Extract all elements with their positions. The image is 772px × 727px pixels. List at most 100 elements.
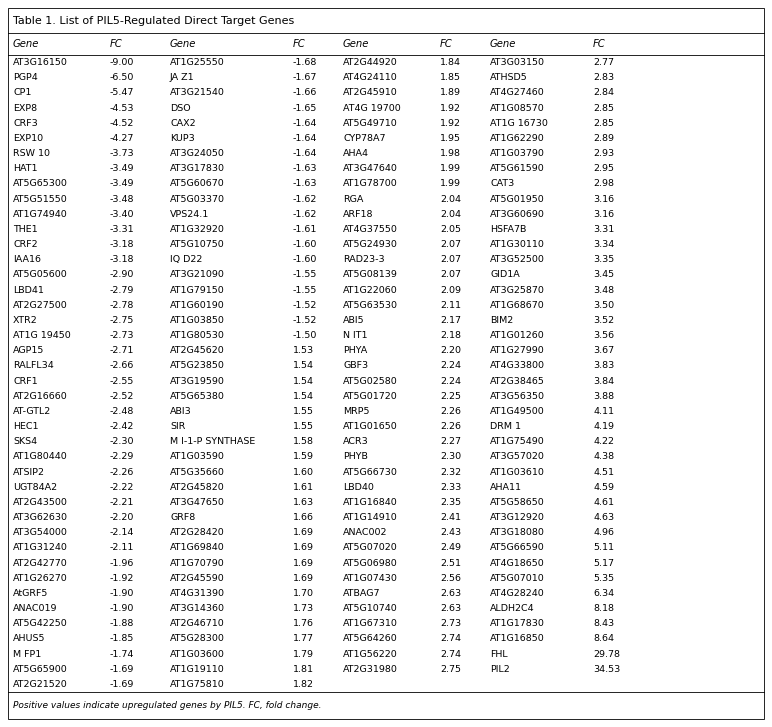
Text: 4.61: 4.61: [593, 498, 614, 507]
Text: CRF2: CRF2: [13, 240, 38, 249]
Text: -1.66: -1.66: [293, 89, 317, 97]
Text: 2.74: 2.74: [440, 635, 461, 643]
Text: BIM2: BIM2: [490, 316, 513, 325]
Text: AT1G79150: AT1G79150: [170, 286, 225, 294]
Text: 1.95: 1.95: [440, 134, 461, 143]
Text: ACR3: ACR3: [343, 437, 369, 446]
Text: 2.84: 2.84: [593, 89, 614, 97]
Text: 2.11: 2.11: [440, 301, 461, 310]
Text: AT3G03150: AT3G03150: [490, 58, 545, 67]
Text: 5.11: 5.11: [593, 543, 614, 553]
Text: 1.69: 1.69: [293, 574, 314, 583]
Text: 34.53: 34.53: [593, 664, 620, 674]
Text: AT1G31240: AT1G31240: [13, 543, 68, 553]
Text: AT1G56220: AT1G56220: [343, 650, 398, 659]
Text: AT1G03610: AT1G03610: [490, 467, 545, 477]
Text: 4.63: 4.63: [593, 513, 614, 522]
Text: FHL: FHL: [490, 650, 508, 659]
Text: 2.07: 2.07: [440, 270, 461, 279]
Text: 3.83: 3.83: [593, 361, 615, 371]
Text: AHUS5: AHUS5: [13, 635, 46, 643]
Text: -2.22: -2.22: [110, 483, 134, 491]
Text: 3.52: 3.52: [593, 316, 614, 325]
Text: -2.48: -2.48: [110, 407, 134, 416]
Text: GRF8: GRF8: [170, 513, 195, 522]
Text: -1.64: -1.64: [293, 134, 317, 143]
Text: 2.63: 2.63: [440, 604, 461, 613]
Text: 3.34: 3.34: [593, 240, 615, 249]
Text: 1.79: 1.79: [293, 650, 314, 659]
Text: AT3G62630: AT3G62630: [13, 513, 68, 522]
Text: -2.71: -2.71: [110, 346, 134, 356]
Text: -2.42: -2.42: [110, 422, 134, 431]
Text: -5.47: -5.47: [110, 89, 134, 97]
Text: 1.70: 1.70: [293, 589, 314, 598]
Text: AT2G45590: AT2G45590: [170, 574, 225, 583]
Text: AT3G12920: AT3G12920: [490, 513, 545, 522]
Text: AT1G25550: AT1G25550: [170, 58, 225, 67]
Text: AT5G07010: AT5G07010: [490, 574, 545, 583]
Text: -1.50: -1.50: [293, 331, 317, 340]
Text: -1.52: -1.52: [293, 301, 317, 310]
Text: AT5G28300: AT5G28300: [170, 635, 225, 643]
Text: AT4G28240: AT4G28240: [490, 589, 545, 598]
Text: AT1G22060: AT1G22060: [343, 286, 398, 294]
Text: 4.19: 4.19: [593, 422, 614, 431]
Text: KUP3: KUP3: [170, 134, 195, 143]
Text: AT4G31390: AT4G31390: [170, 589, 225, 598]
Text: AT5G07020: AT5G07020: [343, 543, 398, 553]
Text: AT5G51550: AT5G51550: [13, 195, 68, 204]
Text: -6.50: -6.50: [110, 73, 134, 82]
Text: 2.74: 2.74: [440, 650, 461, 659]
Text: 2.85: 2.85: [593, 103, 614, 113]
Text: 1.54: 1.54: [293, 392, 314, 401]
Text: M FP1: M FP1: [13, 650, 41, 659]
Text: Table 1. List of PIL5-Regulated Direct Target Genes: Table 1. List of PIL5-Regulated Direct T…: [13, 15, 294, 25]
Text: ARF18: ARF18: [343, 210, 374, 219]
Text: AT1G70790: AT1G70790: [170, 558, 225, 568]
Text: 5.17: 5.17: [593, 558, 614, 568]
Text: AT1G14910: AT1G14910: [343, 513, 398, 522]
Text: -1.88: -1.88: [110, 619, 134, 628]
Text: AT5G65900: AT5G65900: [13, 664, 68, 674]
Text: AT1G30110: AT1G30110: [490, 240, 545, 249]
Text: -1.60: -1.60: [293, 255, 317, 264]
Text: AT3G56350: AT3G56350: [490, 392, 545, 401]
Text: ATBAG7: ATBAG7: [343, 589, 381, 598]
Text: AT5G10750: AT5G10750: [170, 240, 225, 249]
Text: JA Z1: JA Z1: [170, 73, 195, 82]
Text: LBD40: LBD40: [343, 483, 374, 491]
Text: AT5G10740: AT5G10740: [343, 604, 398, 613]
Text: AT4G 19700: AT4G 19700: [343, 103, 401, 113]
Text: 1.82: 1.82: [293, 680, 314, 689]
Text: -1.62: -1.62: [293, 210, 317, 219]
Text: 2.30: 2.30: [440, 452, 461, 462]
Text: 3.35: 3.35: [593, 255, 615, 264]
Text: 3.48: 3.48: [593, 286, 614, 294]
Text: 4.59: 4.59: [593, 483, 614, 491]
Text: Positive values indicate upregulated genes by PIL5. FC, fold change.: Positive values indicate upregulated gen…: [13, 701, 321, 710]
Text: 2.24: 2.24: [440, 361, 461, 371]
Text: EXP10: EXP10: [13, 134, 43, 143]
Text: 2.83: 2.83: [593, 73, 614, 82]
Text: 1.69: 1.69: [293, 558, 314, 568]
Text: -1.65: -1.65: [293, 103, 317, 113]
Text: 6.34: 6.34: [593, 589, 614, 598]
Text: AT1G08570: AT1G08570: [490, 103, 545, 113]
Text: AT1G 16730: AT1G 16730: [490, 119, 548, 128]
Text: -9.00: -9.00: [110, 58, 134, 67]
Text: 1.59: 1.59: [293, 452, 314, 462]
Text: 5.35: 5.35: [593, 574, 614, 583]
Text: 3.16: 3.16: [593, 210, 614, 219]
Text: AT3G17830: AT3G17830: [170, 164, 225, 173]
Text: AT5G01720: AT5G01720: [343, 392, 398, 401]
Text: 1.92: 1.92: [440, 103, 461, 113]
Text: M I-1-P SYNTHASE: M I-1-P SYNTHASE: [170, 437, 256, 446]
Text: AT1G74940: AT1G74940: [13, 210, 68, 219]
Text: CYP78A7: CYP78A7: [343, 134, 385, 143]
Text: AT1G01650: AT1G01650: [343, 422, 398, 431]
Text: AT5G06980: AT5G06980: [343, 558, 398, 568]
Text: 1.84: 1.84: [440, 58, 461, 67]
Text: AT3G25870: AT3G25870: [490, 286, 545, 294]
Text: AT2G45820: AT2G45820: [170, 483, 225, 491]
